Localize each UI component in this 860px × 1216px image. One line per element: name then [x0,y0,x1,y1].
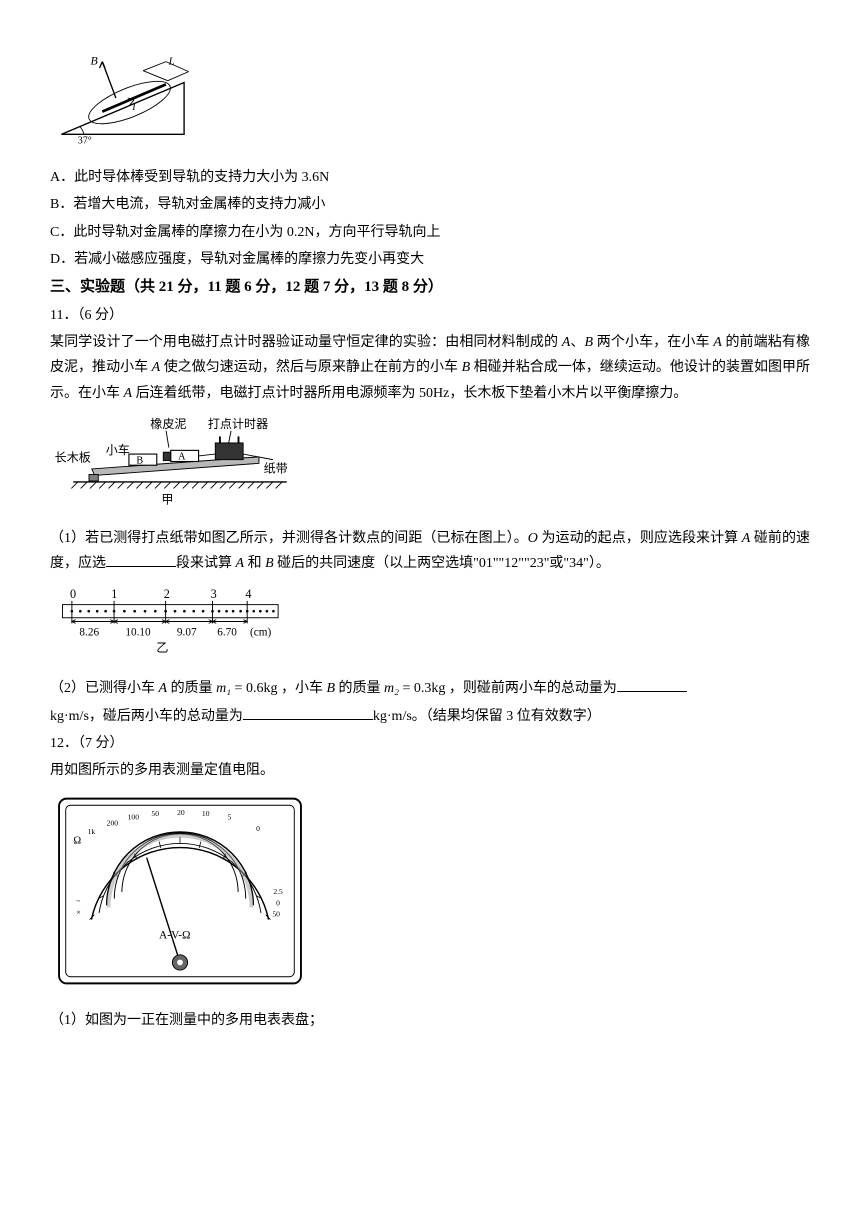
q11-sub1: （1）若已测得打点纸带如图乙所示，并测得各计数点的间距（已标在图上）。O 为运动… [50,526,810,576]
meter-ohm: Ω [73,836,81,847]
q11-A2: A [713,335,722,350]
meter-x: × [76,907,81,917]
option-c: C．此时导轨对金属棒的摩擦力在小为 0.2N，方向平行导轨向上 [50,220,810,245]
cart-cart: 小车 [106,442,130,457]
q11-B1: B [585,335,594,350]
q11-s2c: = 0.6kg ，小车 [231,681,326,696]
q11-s1b: 为运动的起点，则应选段来计算 [538,531,742,546]
cart-B: B [136,455,143,466]
q11-s2b: 的质量 [167,681,216,696]
meter-s2: 100 [128,813,140,822]
meter-r0: 2.5 [273,887,283,896]
wedge-label-b: B [90,53,97,67]
meter-r2: 50 [272,910,280,919]
blank-1[interactable] [106,552,176,567]
cart-rubber: 橡皮泥 [150,417,186,431]
cart-tape: 纸带 [264,461,288,475]
svg-text:~: ~ [76,897,80,906]
q11-s2f: kg·m/s，碰后两小车的总动量为 [50,709,243,724]
q11-B4: B [326,681,335,696]
blank-3[interactable] [243,705,373,720]
tape-t0: 0 [70,587,76,601]
wedge-label-l: L [168,55,175,67]
q11-s2a: （2）已测得小车 [50,681,159,696]
cart-plank: 长木板 [55,450,91,464]
q11-body: 某同学设计了一个用电磁打点计时器验证动量守恒定律的实验：由相同材料制成的 A、B… [50,330,810,406]
tape-t3: 3 [211,587,217,601]
cart-timer: 打点计时器 [208,417,268,431]
meter-figure: 1k 200 100 50 20 10 5 0 Ω × ~ 2.5 0 50 A… [50,791,810,1000]
q11-s2d: 的质量 [335,681,384,696]
q11-A4: A [124,386,133,401]
meter-s1: 200 [107,818,119,827]
q11-header: 11．（6 分） [50,303,810,328]
q11-s1f: 碰后的共同速度（以上两空选填"01""12""23"或"34"）。 [274,556,610,571]
q11-sub2b: kg·m/s，碰后两小车的总动量为 kg·m/s。（结果均保留 3 位有效数字） [50,704,810,729]
q11-s1a: （1）若已测得打点纸带如图乙所示，并测得各计数点的间距（已标在图上）。 [50,531,528,546]
tape-figure: 0 1 2 3 4 8.26 10.10 9.07 6.70 (cm) 乙 [50,584,810,668]
wedge-figure: B L I 37° [50,48,810,157]
tape-d0: 8.26 [79,627,99,639]
meter-avw: A-V-Ω [159,930,191,942]
meter-s3: 50 [151,809,159,818]
tape-caption: 乙 [156,641,168,655]
tape-d3: 6.70 [217,627,237,639]
meter-s5: 10 [202,809,210,818]
tape-svg: 0 1 2 3 4 8.26 10.10 9.07 6.70 (cm) 乙 [50,584,300,659]
q11-O: O [528,531,538,546]
q11-A6: A [236,556,245,571]
q11-m2: m₂ [384,681,399,696]
tape-d2: 9.07 [177,627,197,639]
q11-p1c: 两个小车，在小车 [593,335,713,350]
q11-A3: A [152,360,161,375]
cart-svg: 橡皮泥 打点计时器 长木板 B A 小车 纸带 甲 [50,414,310,509]
blank-2[interactable] [617,677,687,692]
tape-unit: (cm) [250,627,271,639]
q12-header: 12．（7 分） [50,731,810,756]
q11-A7: A [159,681,168,696]
meter-s0: 1k [88,827,96,836]
q11-s2g: kg·m/s。（结果均保留 3 位有效数字） [373,709,601,724]
wedge-label-i: I [131,102,136,113]
q11-p1b: 、 [570,335,584,350]
cart-A: A [178,451,186,462]
q12-sub1: （1）如图为一正在测量中的多用电表表盘； [50,1008,810,1033]
q11-B3: B [265,556,274,571]
meter-r1: 0 [276,898,280,907]
option-d: D．若减小磁感应强度，导轨对金属棒的摩擦力先变小再变大 [50,247,810,272]
q11-s2e: = 0.3kg ，则碰前两小车的总动量为 [399,681,617,696]
q12-p1: 用如图所示的多用表测量定值电阻。 [50,758,810,783]
q11-p1a: 某同学设计了一个用电磁打点计时器验证动量守恒定律的实验：由相同材料制成的 [50,335,562,350]
q11-s1e: 和 [244,556,265,571]
q11-m1: m₁ [216,681,231,696]
option-a: A．此时导体棒受到导轨的支持力大小为 3.6N [50,165,810,190]
cart-caption: 甲 [161,492,173,506]
tape-t2: 2 [164,587,170,601]
q11-p1g: 后连着纸带，电磁打点计时器所用电源频率为 50Hz，长木板下垫着小木片以平衡摩擦… [132,386,687,401]
wedge-svg: B L I 37° [50,48,200,148]
q11-sub2: （2）已测得小车 A 的质量 m₁ = 0.6kg ，小车 B 的质量 m₂ =… [50,676,810,701]
q11-p1e: 使之做匀速运动，然后与原来静止在前方的小车 [160,360,461,375]
wedge-angle: 37° [78,135,92,146]
q11-s1d: 段来试算 [176,556,236,571]
section-title: 三、实验题（共 21 分，11 题 6 分，12 题 7 分，13 题 8 分） [50,274,810,301]
q11-B2: B [462,360,471,375]
tape-t1: 1 [111,587,117,601]
option-b: B．若增大电流，导轨对金属棒的支持力减小 [50,192,810,217]
tape-d1: 10.10 [125,627,151,639]
meter-s6: 5 [228,813,232,822]
meter-s7: 0 [256,824,260,833]
meter-svg: 1k 200 100 50 20 10 5 0 Ω × ~ 2.5 0 50 A… [50,791,310,991]
meter-s4: 20 [177,808,185,817]
tape-t4: 4 [245,587,251,601]
cart-figure: 橡皮泥 打点计时器 长木板 B A 小车 纸带 甲 [50,414,810,518]
